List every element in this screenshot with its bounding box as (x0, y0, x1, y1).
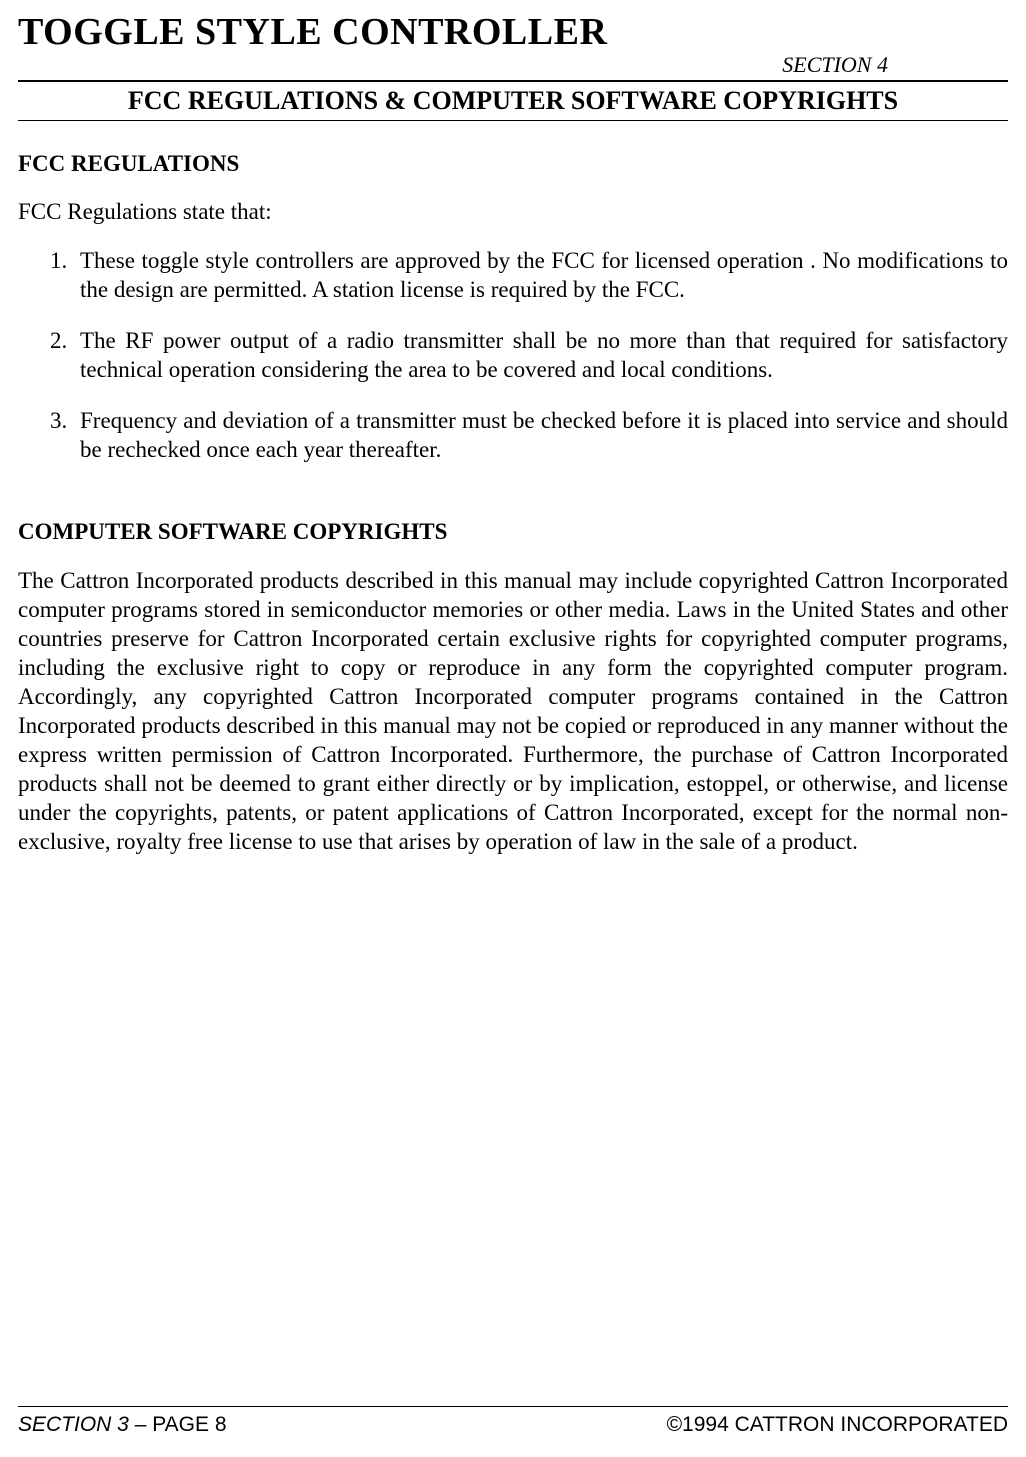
list-number: 3. (18, 407, 70, 465)
list-text: The RF power output of a radio transmitt… (70, 327, 1008, 385)
fcc-intro: FCC Regulations state that: (18, 199, 1008, 225)
software-heading: COMPUTER SOFTWARE COPYRIGHTS (18, 519, 1008, 545)
list-item: 3. Frequency and deviation of a transmit… (18, 407, 1008, 465)
list-number: 1. (18, 247, 70, 305)
divider-top (18, 80, 1008, 82)
divider-under-title (18, 120, 1008, 121)
list-number: 2. (18, 327, 70, 385)
footer-right: ©1994 CATTRON INCORPORATED (667, 1413, 1008, 1437)
page-footer: SECTION 3 – PAGE 8 ©1994 CATTRON INCORPO… (18, 1406, 1008, 1437)
list-item: 1. These toggle style controllers are ap… (18, 247, 1008, 305)
footer-row: SECTION 3 – PAGE 8 ©1994 CATTRON INCORPO… (18, 1413, 1008, 1437)
divider-footer (18, 1406, 1008, 1407)
fcc-list: 1. These toggle style controllers are ap… (18, 247, 1008, 465)
list-text: Frequency and deviation of a transmitter… (70, 407, 1008, 465)
footer-left: SECTION 3 – PAGE 8 (18, 1413, 227, 1437)
list-text: These toggle style controllers are appro… (70, 247, 1008, 305)
software-body: The Cattron Incorporated products descri… (18, 567, 1008, 857)
section-label: SECTION 4 (782, 52, 888, 78)
footer-section: SECTION 3 (18, 1413, 129, 1436)
footer-page: – PAGE 8 (129, 1413, 227, 1436)
document-header: TOGGLE STYLE CONTROLLER SECTION 4 (18, 10, 1008, 54)
section-title: FCC REGULATIONS & COMPUTER SOFTWARE COPY… (18, 86, 1008, 116)
fcc-heading: FCC REGULATIONS (18, 151, 1008, 177)
list-item: 2. The RF power output of a radio transm… (18, 327, 1008, 385)
document-title: TOGGLE STYLE CONTROLLER (18, 10, 1008, 54)
